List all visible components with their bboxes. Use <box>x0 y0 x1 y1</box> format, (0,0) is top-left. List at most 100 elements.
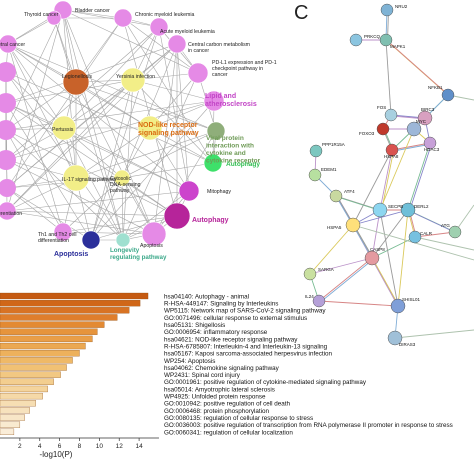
ppi-label-hspa5: HSPA5 <box>327 225 342 230</box>
network-node-legionellosis-6 <box>62 68 90 96</box>
network-node-longevity-regulating-pathway-21 <box>115 232 131 248</box>
ppi-node-nfkb1 <box>441 88 455 102</box>
network-node-lipid-and-atherosclerosis-9 <box>203 90 225 112</box>
network-label-lipid-and-atherosclerosis-9: Lipid and atherosclerosis <box>205 93 257 108</box>
network-label-apoptosis-22: Apoptosis <box>140 243 163 249</box>
bar-label-hsa05167-kaposi-sarcoma-associated-herpe: hsa05167: Kaposi sarcoma-associated herp… <box>164 351 333 358</box>
network-node-autophagy-17 <box>163 202 191 230</box>
network-node-acute-myeloid-leukemia-3 <box>149 17 169 37</box>
bar-label-hsa05014-amyotrophic-lateral-sclerosis: hsa05014: Amyotrophic lateral sclerosis <box>164 386 275 393</box>
ppi-label-fos: FOS <box>377 105 386 110</box>
bar-label-hsa05131-shigellosis: hsa05131: Shigellosis <box>164 322 225 329</box>
ppi-node-atf4 <box>329 189 343 203</box>
ppi-label-calr: CALR <box>420 231 433 236</box>
ppi-label-ppp1r15a: PPP1R15A <box>322 142 345 147</box>
ppi-node-hspa5 <box>345 217 361 233</box>
bar-go-0060341-regulation-of-cellular-locali <box>0 428 15 436</box>
ppi-node-myc <box>406 121 422 137</box>
bar-label-go-0036003-positive-regulation-of-transc: GO:0036003: positive regulation of trans… <box>164 422 453 429</box>
network-node-autophagy-13 <box>203 153 223 173</box>
bar-hsa04140-autophagy-animal <box>0 292 149 300</box>
network-label-bladder-cancer-0: Bladder cancer <box>75 8 110 14</box>
ppi-node-mapk1 <box>379 33 393 47</box>
network-label-thyroid-cancer-2: Thyroid cancer <box>24 12 59 18</box>
x-tick-label-8: 8 <box>78 443 82 450</box>
x-tick-label-10: 10 <box>96 443 104 450</box>
ppi-node-derl2 <box>400 202 416 218</box>
network-label-longevity-regulating-pathway-21: Longevity regulating pathway <box>110 247 167 261</box>
bar-wp4925-unfolded-protein-response <box>0 392 43 400</box>
network-node-thyroid-cancer-2 <box>46 10 62 26</box>
ppi-label-edem1: EDEM1 <box>321 167 337 172</box>
enrichment-network: Bladder cancer Chronic myeloid leukemia Th… <box>0 0 277 261</box>
bar-go-0010942-positive-regulation-of-cell-d <box>0 400 36 407</box>
network-label-legionellosis-6: Legionellosis <box>62 74 92 80</box>
bar-go-0001961-positive-regulation-of-cytoki <box>0 378 54 385</box>
network-label-pertussis-10: Pertussis <box>52 127 74 133</box>
bar-r-hsa-6785807-interleukin-4-and-interleu <box>0 342 86 350</box>
bar-label-r-hsa-6785807-interleukin-4-and-interleu: R-HSA-6785807: Interleukin-4 and Interle… <box>164 343 328 350</box>
bar-label-r-hsa-449147-signaling-by-interleukins: R-HSA-449147: Signaling by Interleukins <box>164 301 278 308</box>
network-label-apoptosis-20: Apoptosis <box>54 251 88 258</box>
bar-wp5115-network-map-of-sars-cov-2-signali <box>0 307 130 314</box>
bar-label-go-0080135-regulation-of-cellular-respon: GO:0080135: regulation of cellular respo… <box>164 415 313 422</box>
network-label-ifferentiation-18: ifferentiation <box>0 211 22 217</box>
bar-label-go-0001961-positive-regulation-of-cytoki: GO:0001961: positive regulation of cytok… <box>164 379 367 386</box>
bar-wp254-apoptosis <box>0 357 73 364</box>
bar-label-go-0071496-cellular-response-to-external: GO:0071496: cellular response to externa… <box>164 315 307 322</box>
bar-label-wp4925-unfolded-protein-response: WP4925: Unfolded protein response <box>164 394 266 401</box>
ppi-network: NRU2 PRKCQ MAPK1 NFKB1 FOS BIRC3 FOXO3 MYC HDAC3… <box>303 3 474 347</box>
x-axis-label: -log10(P) <box>40 450 73 459</box>
network-label-yersinia-infection-8: Yersinia infection <box>116 74 155 80</box>
ppi-node-birc3 <box>417 110 433 126</box>
network-node-etral-cancer-5 <box>0 34 18 54</box>
network-label-autophagy-13: Autophagy <box>226 161 260 168</box>
ppi-label-atf4: ATF4 <box>344 189 355 194</box>
ppi-label-nfkb1: NFKB1 <box>428 85 443 90</box>
ppi-label-derl2: DERL2 <box>414 204 429 209</box>
bar-label-go-0060341-regulation-of-cellular-locali: GO:0060341: regulation of cellular local… <box>164 429 293 436</box>
network-node-apoptosis-20 <box>81 230 101 250</box>
ppi-label-atg: ATG <box>441 223 450 228</box>
ppi-node-shisl01 <box>390 298 406 314</box>
ppi-node-casp8 <box>364 250 380 266</box>
network-node-cytosolic-dna-sensing-pathway-15 <box>113 169 131 187</box>
ppi-node-calr <box>408 230 422 244</box>
ppi-label-hdac3: HDAC3 <box>424 147 440 152</box>
network-label-acute-myeloid-leukemia-3: Acute myeloid leukemia <box>160 29 215 35</box>
network-node-pd-l1-expression-and-pd-1-checkpoint-pat-7 <box>187 62 209 84</box>
bar-go-0006468-protein-phosphorylation <box>0 407 30 414</box>
network-node-mitophagy-16 <box>178 180 200 202</box>
panel-letter-c: C <box>294 2 308 24</box>
ppi-node-secpb <box>372 202 388 218</box>
network-node-yersinia-infection-8 <box>120 67 146 93</box>
ppi-node-prkcq <box>349 33 363 47</box>
network-node-il-17-signaling-pathway-14 <box>62 164 90 192</box>
bar-go-0006954-inflammatory-response <box>0 328 98 335</box>
bar-label-hsa04062-chemokine-signaling-pathway: hsa04062: Chemokine signaling pathway <box>164 365 280 372</box>
bar-go-0071496-cellular-response-to-external <box>0 314 118 321</box>
bar-label-hsa04621-nod-like-receptor-signaling-pat: hsa04621: NOD-like receptor signaling pa… <box>164 336 298 343</box>
bar-label-go-0006954-inflammatory-response: GO:0006954: inflammatory response <box>164 329 268 336</box>
network-label-autophagy-17: Autophagy <box>192 217 229 224</box>
network-label-central-carbon-metabolism-in-cancer-4: Central carbon metabolism in cancer <box>188 42 250 54</box>
ppi-label-secpb: SECPB <box>388 204 403 209</box>
ppi-node-il24 <box>312 294 326 308</box>
ppi-node-hspa8 <box>385 143 399 157</box>
ppi-node-nru2 <box>380 3 394 17</box>
ppi-node-ppp1r15a <box>309 144 323 158</box>
ppi-node-foxo3 <box>376 122 390 136</box>
network-label-pd-l1-expression-and-pd-1-checkpoint-pat-7: PD-L1 expression and PD-1 checkpoint path… <box>212 60 277 78</box>
ppi-node-hdac3 <box>423 136 437 150</box>
network-label-mitophagy-16: Mitophagy <box>207 189 231 195</box>
bar-go-0080135-regulation-of-cellular-respon <box>0 414 25 421</box>
bar-hsa05014-amyotrophic-lateral-sclerosis <box>0 385 48 393</box>
ppi-label-prkcq: PRKCQ <box>364 34 381 39</box>
network-node-apoptosis-22 <box>141 221 167 247</box>
bar-hsa04062-chemokine-signaling-pathway <box>0 364 67 371</box>
network-label-nod-like-receptor-signaling-pathway-11: NOD-like receptor signaling pathway <box>138 122 199 137</box>
network-label-il-17-signaling-pathway-14: IL-17 signaling pathway <box>62 177 117 183</box>
x-tick-label-6: 6 <box>58 443 62 450</box>
network-label-chronic-myeloid-leukemia-1: Chronic myeloid leukemia <box>135 12 195 18</box>
